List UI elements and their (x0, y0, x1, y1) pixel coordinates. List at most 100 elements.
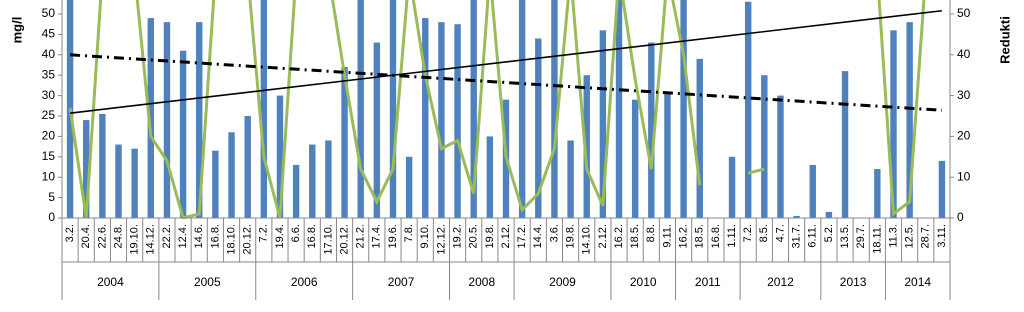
x-tick-label: 9.10. (419, 224, 431, 248)
x-tick-label: 4.7. (774, 224, 786, 242)
group-label: 2014 (904, 275, 931, 289)
y2-tick-label: 20 (957, 129, 971, 143)
x-tick-label: 19.8. (484, 224, 496, 248)
bar (825, 211, 833, 218)
bar (179, 50, 187, 218)
bar (486, 136, 494, 218)
bar (83, 120, 90, 218)
bar (664, 91, 671, 218)
bar (438, 22, 445, 218)
x-tick-label: 17.4. (371, 224, 383, 248)
x-tick-label: 3.11. (936, 224, 948, 248)
bar (761, 75, 768, 218)
bar (777, 95, 784, 218)
bar (728, 156, 736, 218)
bar (890, 30, 897, 218)
bar (615, 0, 623, 218)
x-tick-label: 9.11. (661, 224, 673, 248)
y2-tick-label: 40 (957, 47, 971, 61)
x-tick-label: 12.12. (435, 224, 447, 255)
x-tick-label: 29.7. (855, 224, 867, 248)
y2-axis-label: Redukti (997, 16, 1012, 64)
bar (115, 144, 122, 218)
bar (373, 42, 381, 219)
bar (228, 132, 235, 218)
bar (793, 215, 800, 218)
bar (599, 30, 607, 218)
x-tick-label: 18.5. (629, 224, 641, 248)
bar (841, 71, 849, 219)
y-tick-label: 0 (48, 210, 55, 224)
x-tick-label: 19.4. (274, 224, 286, 248)
trendline (69, 9, 943, 114)
y-axis-label: mg/l (9, 17, 24, 44)
group-label: 2009 (549, 275, 576, 289)
bar (147, 18, 154, 218)
group-label: 2008 (468, 275, 495, 289)
bar (680, 0, 687, 218)
x-tick-label: 2.12. (500, 224, 512, 248)
x-tick-label: 18.10. (225, 224, 237, 255)
group-label: 2007 (388, 275, 415, 289)
x-tick-label: 22.2. (161, 224, 173, 248)
group-label: 2013 (840, 275, 867, 289)
x-tick-label: 16.8. (209, 224, 221, 248)
x-tick-label: 3.2. (64, 224, 76, 242)
x-tick-label: 31.7. (791, 224, 803, 248)
group-label: 2004 (97, 275, 124, 289)
x-tick-label: 6.6. (290, 224, 302, 242)
group-label: 2006 (291, 275, 318, 289)
bar (292, 164, 300, 218)
group-label: 2005 (194, 275, 221, 289)
bar (938, 160, 946, 218)
x-tick-label: 12.5. (904, 224, 916, 248)
x-tick-label: 16.8. (710, 224, 722, 248)
bar (422, 18, 429, 218)
x-tick-label: 18.5. (694, 224, 706, 248)
bar (163, 22, 171, 218)
x-tick-label: 18.11. (871, 224, 883, 254)
x-tick-label: 6.11. (807, 224, 819, 248)
x-tick-label: 14.6. (193, 224, 205, 248)
x-tick-label: 14.10. (581, 224, 593, 255)
group-label: 2010 (630, 275, 657, 289)
x-tick-label: 16.8. (306, 224, 318, 248)
y-tick-label: 45 (42, 27, 56, 41)
bar (470, 0, 477, 218)
x-tick-label: 14.4. (532, 224, 544, 248)
bar (518, 0, 526, 218)
bar (405, 156, 413, 218)
bar (874, 169, 881, 218)
x-tick-label: 8.5. (758, 224, 770, 242)
x-tick-label: 21.2. (355, 224, 367, 248)
x-tick-label: 19.6. (387, 224, 399, 248)
bar (648, 42, 655, 219)
bar (389, 0, 397, 218)
x-tick-label: 19.8. (564, 224, 576, 248)
trendline (69, 53, 943, 112)
y-tick-label: 15 (42, 149, 56, 163)
bar (260, 0, 268, 218)
bar (535, 38, 542, 219)
bar (341, 67, 348, 218)
x-tick-label: 5.2. (823, 224, 835, 242)
x-tick-label: 7.2. (742, 224, 754, 242)
x-tick-label: 14.12. (145, 224, 157, 255)
x-tick-label: 19.2. (451, 224, 463, 248)
y-tick-label: 35 (42, 67, 56, 81)
y-tick-label: 5 (48, 190, 55, 204)
x-tick-label: 20.12. (338, 224, 350, 255)
bar (99, 113, 106, 218)
y2-tick-label: 0 (957, 210, 964, 224)
bar (196, 22, 203, 218)
line (68, 0, 926, 219)
x-tick-label: 8.8. (645, 224, 657, 242)
bar (212, 150, 219, 218)
bar (357, 0, 364, 218)
x-tick-label: 16.2. (613, 224, 625, 248)
bar (744, 1, 752, 219)
x-tick-label: 20.4. (80, 224, 92, 248)
y2-tick-label: 10 (957, 169, 971, 183)
x-tick-label: 3.6. (548, 224, 560, 242)
